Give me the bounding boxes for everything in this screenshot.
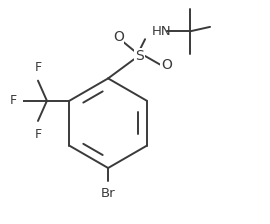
Text: F: F (9, 94, 17, 107)
Text: Br: Br (101, 187, 116, 200)
Text: S: S (135, 49, 144, 63)
Text: O: O (161, 58, 172, 72)
Text: HN: HN (152, 25, 171, 38)
Text: F: F (34, 128, 42, 141)
Text: O: O (113, 30, 124, 44)
Text: F: F (34, 61, 42, 74)
